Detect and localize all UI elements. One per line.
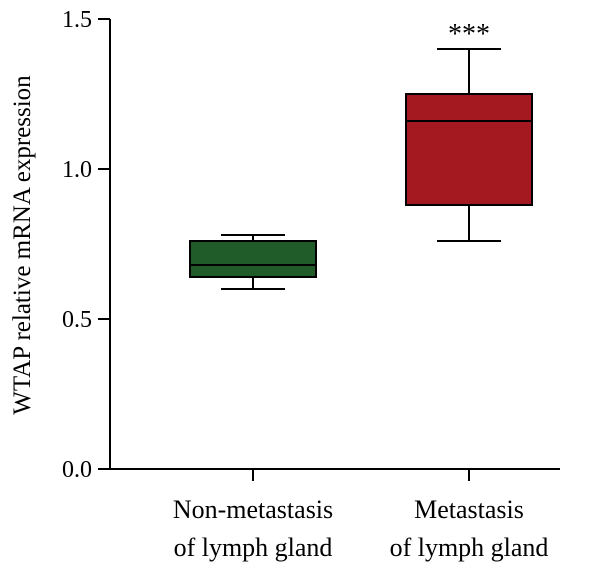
y-tick-label: 1.0 (62, 157, 92, 183)
x-category-label: of lymph gland (174, 533, 333, 562)
x-category-label: of lymph gland (390, 533, 549, 562)
x-category-label: Metastasis (414, 495, 524, 524)
y-tick-label: 0.0 (62, 457, 92, 483)
iqr-box (405, 93, 533, 206)
x-category-label: Non-metastasis (173, 495, 333, 524)
boxes: *** (189, 19, 533, 290)
y-tick-label: 0.5 (62, 307, 92, 333)
y-tick-label: 1.5 (62, 7, 92, 33)
significance-marker: *** (448, 19, 490, 50)
y-axis-label: WTAP relative mRNA expression (9, 75, 36, 415)
x-axis: Non-metastasis of lymph gland Metastasis of… (110, 468, 560, 562)
y-axis: 0.0 0.5 1.0 1.5 (62, 7, 111, 483)
iqr-box (189, 240, 317, 278)
